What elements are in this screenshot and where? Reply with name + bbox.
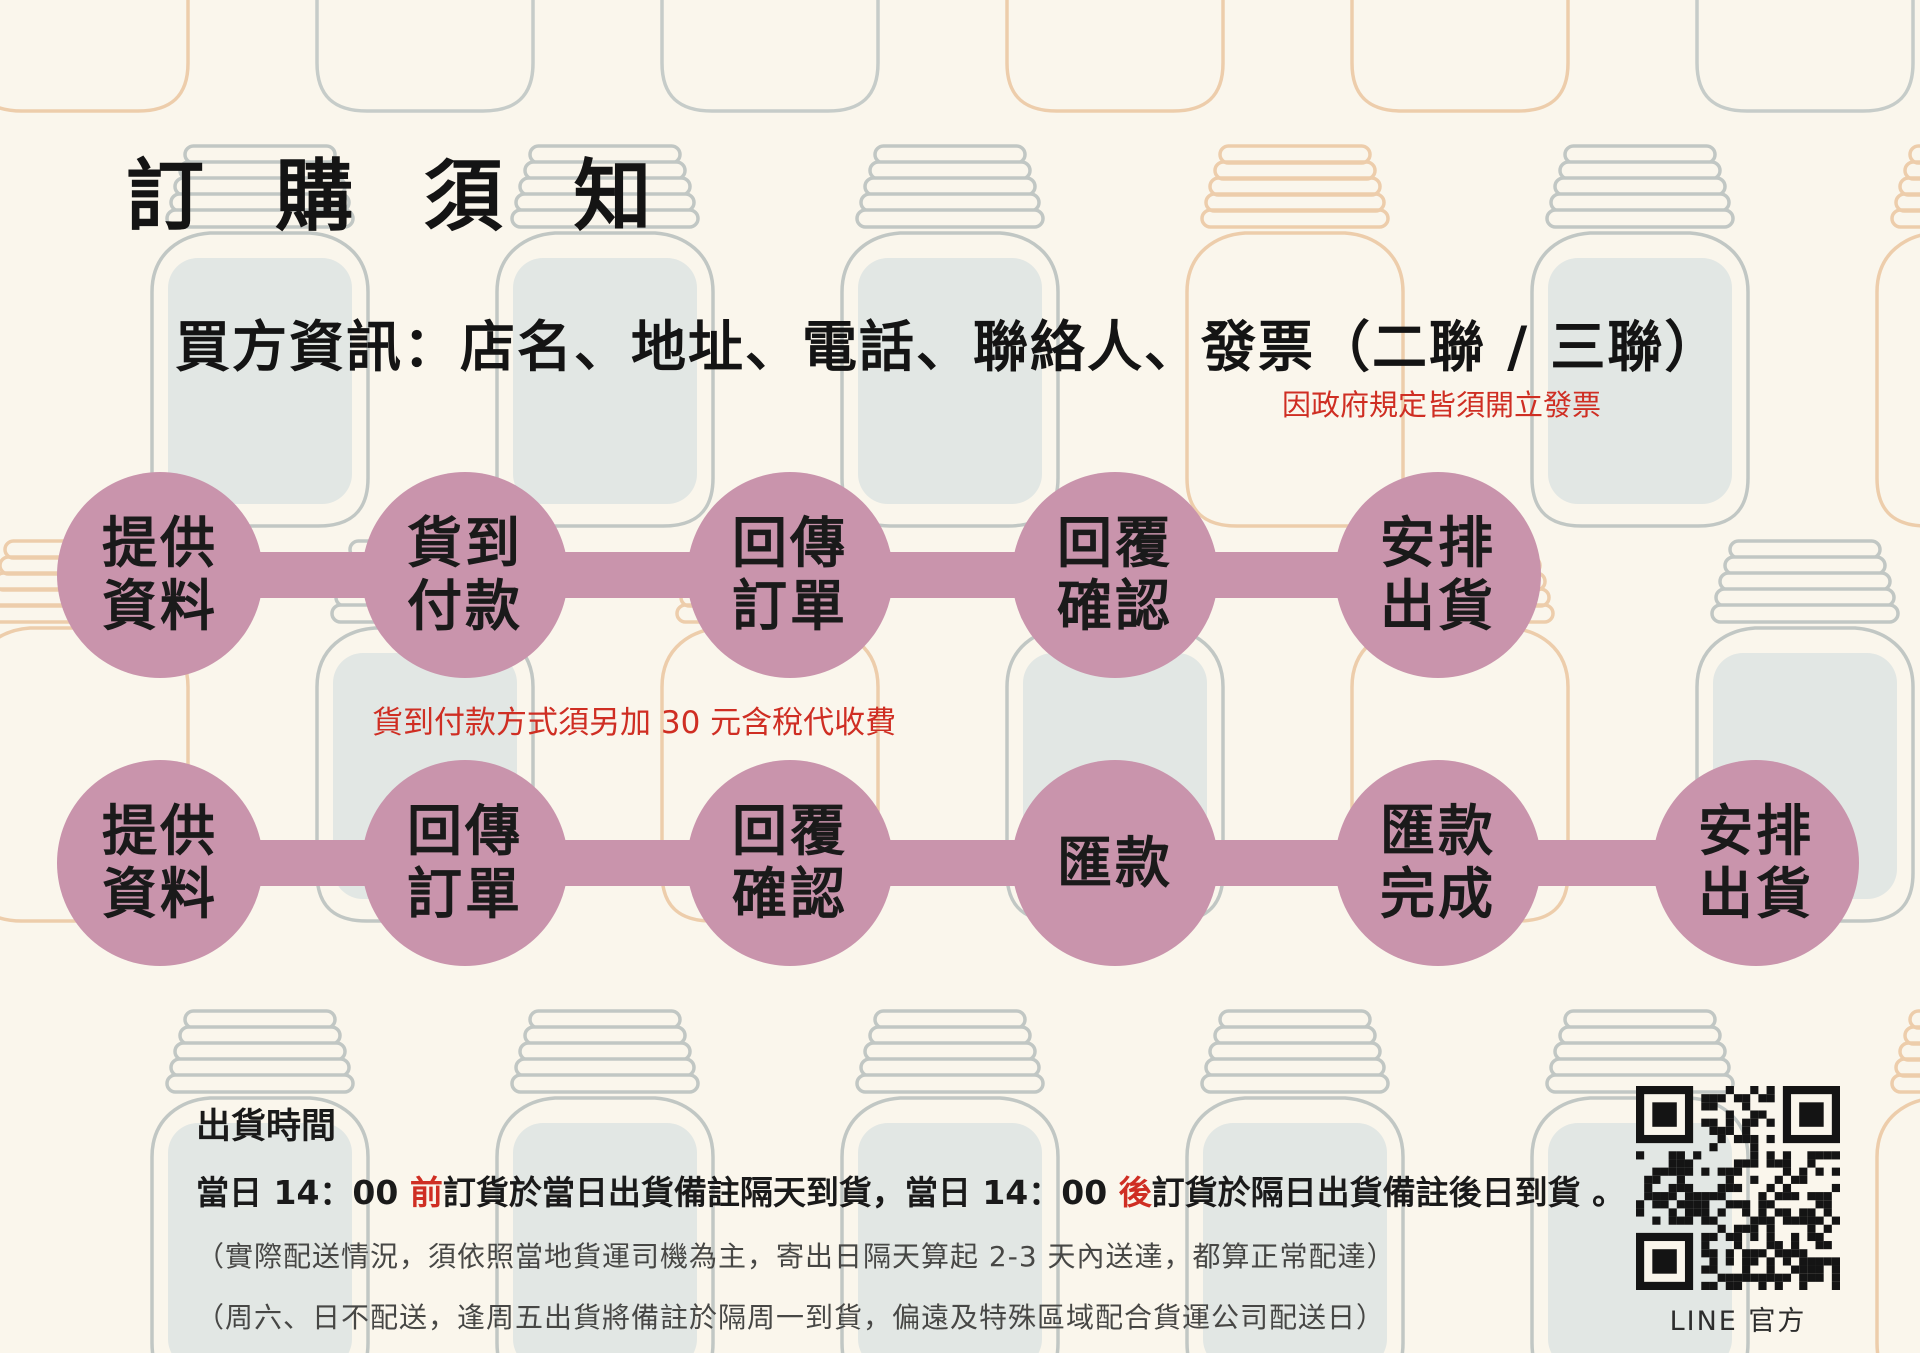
flow-step: 提供 資料	[57, 472, 263, 678]
flow-step-label: 付款	[406, 574, 523, 638]
mason-jar-illustration	[1310, 0, 1610, 119]
shipping-cutoff-line: 當日 14：00 前訂貨於當日出貨備註隔天到貨，當日 14：00 後訂貨於隔日出…	[196, 1166, 1625, 1214]
flow-step-label: 確認	[731, 862, 848, 926]
flow-step: 回覆 確認	[687, 760, 893, 966]
flow-step-label: 訂單	[406, 862, 523, 926]
mason-jar-illustration	[965, 0, 1265, 119]
mason-jar-illustration	[1490, 140, 1790, 534]
cutoff-red-emphasis: 後	[1118, 1173, 1152, 1212]
mason-jar-illustration	[455, 1005, 755, 1353]
flow-step-label: 匯款	[1379, 799, 1496, 864]
flow-step-label: 安排	[1697, 799, 1814, 864]
qr-label: LINE 官方	[1669, 1306, 1807, 1337]
shipping-detail-line-2: （周六、日不配送，逢周五出貨將備註於隔周一到貨，偏遠及特殊區域配合貨運公司配送日…	[196, 1301, 1386, 1334]
flow-step-label: 貨到	[406, 511, 523, 576]
flow-step: 回傳 訂單	[687, 472, 893, 678]
flow-step: 匯款 完成	[1335, 760, 1541, 966]
flow-step-label: 出貨	[1379, 574, 1496, 638]
mason-jar-illustration	[110, 1005, 410, 1353]
mason-jar-illustration	[1145, 1005, 1445, 1353]
flow-step: 回覆 確認	[1012, 472, 1218, 678]
mason-jar-illustration	[1655, 0, 1920, 119]
mason-jar-illustration	[455, 140, 755, 534]
flow-step-label: 安排	[1379, 511, 1496, 576]
mason-jar-illustration	[110, 140, 410, 534]
invoice-required-note: 因政府規定皆須開立發票	[1282, 388, 1602, 422]
mason-jar-illustration	[620, 0, 920, 119]
mason-jar-illustration	[800, 140, 1100, 534]
buyer-info-line: 買方資訊：店名、地址、電話、聯絡人、發票（二聯 / 三聯）	[175, 315, 1722, 379]
mason-jar-illustration	[275, 0, 575, 119]
flow-step-label: 回傳	[406, 799, 523, 864]
flow-step-label: 提供	[101, 799, 218, 864]
flow-step-label: 訂單	[731, 574, 848, 638]
page-title: 訂 購 須 知	[126, 152, 674, 242]
flow-step-label: 完成	[1379, 862, 1496, 926]
flow-step: 安排 出貨	[1335, 472, 1541, 678]
flow-step: 貨到 付款	[362, 472, 568, 678]
mason-jar-illustration	[800, 1005, 1100, 1353]
flow-step-label: 資料	[101, 574, 218, 638]
flow-step-label: 資料	[101, 862, 218, 926]
shipping-heading: 出貨時間	[196, 1107, 337, 1147]
cutoff-text-segment: 訂貨於當日出貨備註隔天到貨，當日 14：00	[442, 1173, 1119, 1212]
flow-step-label: 確認	[1056, 574, 1173, 638]
flow-step-label: 回覆	[1056, 511, 1173, 576]
mason-jar-illustration	[1145, 140, 1445, 534]
cutoff-text-segment: 當日 14：00	[196, 1173, 410, 1212]
flow-step-label: 回覆	[731, 799, 848, 864]
cutoff-text-segment: 訂貨於隔日出貨備註後日到貨 。	[1151, 1173, 1626, 1212]
flow-step-label: 出貨	[1697, 862, 1814, 926]
cutoff-red-emphasis: 前	[409, 1173, 443, 1212]
flow-step: 安排 出貨	[1653, 760, 1859, 966]
flow-step-label: 提供	[101, 511, 218, 576]
mason-jar-illustration	[1490, 1005, 1790, 1353]
flow-step-label: 回傳	[731, 511, 848, 576]
mason-jar-illustration	[1835, 140, 1920, 534]
shipping-detail-line-1: （實際配送情況，須依照當地貨運司機為主，寄出日隔天算起 2-3 天內送達，都算正…	[196, 1240, 1396, 1273]
flow-step: 回傳 訂單	[362, 760, 568, 966]
line-qr-code	[1636, 1086, 1840, 1290]
shipping-time-section: 出貨時間 當日 14：00 前訂貨於當日出貨備註隔天到貨，當日 14：00 後訂…	[196, 1098, 1625, 1336]
flow-step-label: 匯款	[1056, 830, 1173, 895]
flow-step: 匯款	[1012, 760, 1218, 966]
cod-fee-note: 貨到付款方式須另加 30 元含稅代收費	[372, 705, 897, 741]
mason-jar-illustration	[1835, 1005, 1920, 1353]
flow-step: 提供 資料	[57, 760, 263, 966]
line-official-block: LINE 官方	[1636, 1086, 1840, 1338]
